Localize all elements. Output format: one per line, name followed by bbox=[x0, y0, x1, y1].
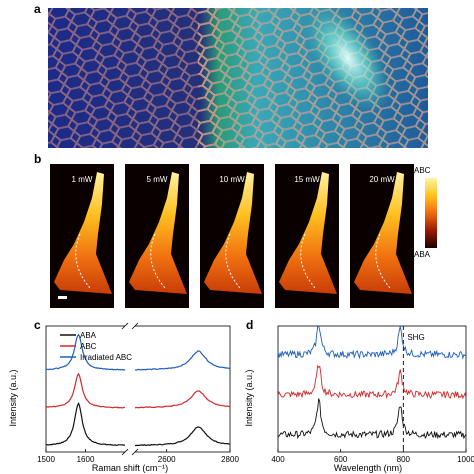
x-tick-label: 2600 bbox=[158, 455, 176, 464]
x-tick-label: 600 bbox=[334, 455, 348, 464]
x-tick-label: 1600 bbox=[77, 455, 95, 464]
lattice-svg bbox=[48, 8, 428, 148]
series-line-abc bbox=[45, 372, 231, 409]
axis-break-mark bbox=[131, 448, 139, 456]
colorbar-top-label: ABC bbox=[414, 166, 431, 175]
axis-break-gap bbox=[125, 449, 135, 455]
raman-map-2: 5 mW bbox=[125, 164, 189, 308]
x-tick-label: 2800 bbox=[221, 455, 239, 464]
map-power-label: 15 mW bbox=[294, 175, 320, 184]
axis-break-mark bbox=[121, 322, 129, 330]
panel-label-b: b bbox=[34, 152, 42, 166]
legend-label: Irradiated ABC bbox=[80, 353, 132, 362]
panel-label-d: d bbox=[246, 318, 254, 332]
panel-label-c: c bbox=[34, 318, 41, 332]
legend-label: ABC bbox=[80, 342, 97, 351]
x-tick-label: 400 bbox=[271, 455, 285, 464]
raman-map-row: 1 mW 5 mW 10 mW 15 mW 20 mW ABC ABA bbox=[0, 164, 474, 314]
axis-break-gap bbox=[125, 323, 135, 329]
raman-spectra-chart: 1500 1600 2600 2800 ABA ABC Irradiated ABC Int… bbox=[8, 322, 239, 473]
y-axis-label: Intensity (a.u.) bbox=[8, 369, 18, 426]
plot-frame bbox=[45, 325, 231, 453]
legend-label: ABA bbox=[80, 331, 97, 340]
raman-map-4: 15 mW bbox=[275, 164, 339, 308]
series-line-irradiated-abc bbox=[45, 333, 231, 371]
colorbar bbox=[425, 178, 437, 248]
x-tick-label: 1000 bbox=[457, 455, 474, 464]
spectrum-line-1 bbox=[277, 398, 467, 440]
spectrum-line-2 bbox=[277, 364, 467, 400]
map-power-label: 10 mW bbox=[219, 175, 245, 184]
map-power-label: 1 mW bbox=[71, 175, 93, 184]
raman-map-5: 20 mW bbox=[350, 164, 414, 308]
axis-break-mark bbox=[121, 448, 129, 456]
raman-map-3: 10 mW bbox=[200, 164, 264, 308]
y-axis-label: Intensity (a.u.) bbox=[244, 369, 254, 426]
x-axis-label: Raman shift (cm⁻¹) bbox=[92, 463, 168, 473]
map-power-label: 5 mW bbox=[146, 175, 168, 184]
shg-spectra-chart: 400 600 800 1000 SHG Intensity (a.u.) Wavele… bbox=[244, 325, 474, 473]
x-tick-label: 1500 bbox=[37, 455, 55, 464]
raman-map-1: 1 mW bbox=[50, 164, 114, 308]
map-power-label: 20 mW bbox=[369, 175, 395, 184]
shg-annotation: SHG bbox=[407, 333, 424, 342]
series-line-aba bbox=[45, 401, 231, 447]
scale-bar bbox=[58, 296, 67, 299]
spectrum-line-3 bbox=[277, 325, 467, 360]
x-axis-label: Wavelength (nm) bbox=[334, 463, 402, 473]
axis-break-mark bbox=[131, 322, 139, 330]
plot-frame bbox=[277, 325, 467, 453]
panel-label-a: a bbox=[34, 2, 41, 16]
x-tick-label: 800 bbox=[397, 455, 411, 464]
colorbar-bottom-label: ABA bbox=[414, 250, 431, 259]
graphene-lattice-illustration bbox=[48, 8, 428, 148]
laser-beam bbox=[304, 8, 392, 112]
